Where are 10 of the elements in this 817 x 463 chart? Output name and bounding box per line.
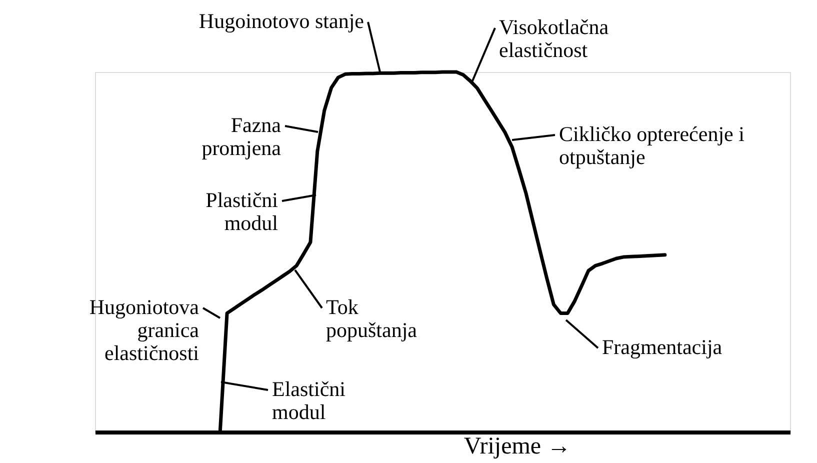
text: Hugoinotovo stanje [198,9,364,33]
x-axis-title: Vrijeme → [464,434,572,460]
annotation: Plastični modul [206,188,278,235]
annotation: Tok popuštanja [326,295,418,342]
text: Visokotlačna elastičnost [499,15,610,62]
annotation: Cikličko opterećenje i otpuštanje [559,122,745,169]
annotation: Hugoniotova granica elastičnosti [89,295,200,365]
annotation: Fragmentacija [602,335,723,359]
annotation: Elastični modul [272,377,346,424]
annotation: Fazna promjena [202,113,282,160]
